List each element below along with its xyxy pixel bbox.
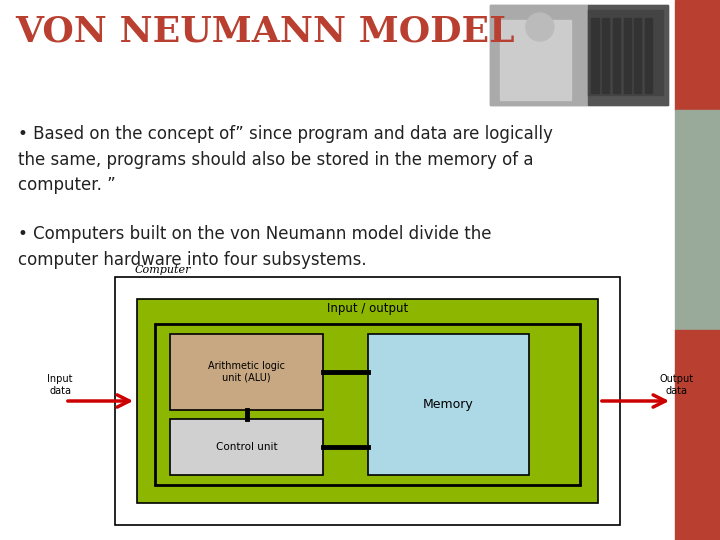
Text: Input / output: Input / output bbox=[327, 302, 408, 315]
Circle shape bbox=[526, 13, 554, 41]
Bar bbox=[170, 418, 323, 475]
Bar bbox=[588, 5, 668, 105]
Bar bbox=[645, 18, 652, 93]
Bar bbox=[170, 334, 323, 410]
Bar bbox=[675, 110, 720, 330]
Text: Computer: Computer bbox=[135, 265, 192, 275]
Bar bbox=[155, 324, 580, 485]
Bar bbox=[613, 18, 620, 93]
Text: • Based on the concept of” since program and data are logically
the same, progra: • Based on the concept of” since program… bbox=[18, 125, 553, 194]
Bar bbox=[115, 277, 620, 525]
Text: Control unit: Control unit bbox=[216, 442, 277, 452]
Text: Memory: Memory bbox=[423, 398, 474, 411]
Text: Arithmetic logic
unit (ALU): Arithmetic logic unit (ALU) bbox=[208, 361, 285, 383]
Bar bbox=[137, 299, 598, 503]
Bar bbox=[602, 18, 609, 93]
Bar bbox=[588, 10, 662, 95]
Text: VON NEUMANN MODEL: VON NEUMANN MODEL bbox=[15, 15, 515, 49]
Bar bbox=[490, 5, 668, 105]
Bar bbox=[624, 18, 631, 93]
Bar bbox=[675, 0, 720, 110]
Bar bbox=[500, 20, 571, 100]
Bar bbox=[675, 330, 720, 540]
Text: • Computers built on the von Neumann model divide the
computer hardware into fou: • Computers built on the von Neumann mod… bbox=[18, 225, 492, 269]
Bar bbox=[367, 334, 529, 475]
Text: Output
data: Output data bbox=[660, 374, 694, 396]
Text: Input
data: Input data bbox=[48, 374, 73, 396]
Bar bbox=[634, 18, 642, 93]
Bar bbox=[490, 5, 588, 105]
Bar bbox=[591, 18, 598, 93]
